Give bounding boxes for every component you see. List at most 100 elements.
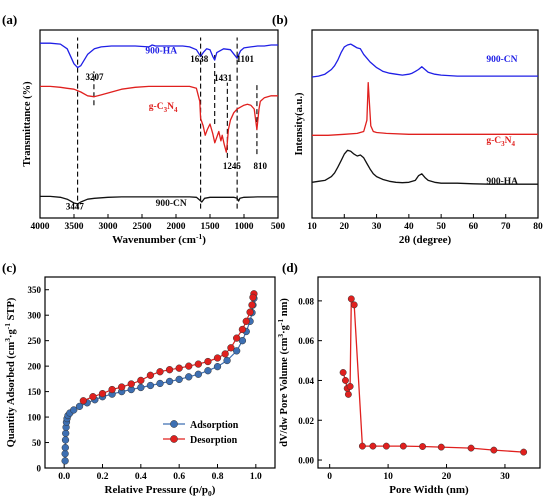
y-tick-label: 100	[28, 413, 42, 423]
x-axis-label-text: 2θ (degree)	[399, 234, 452, 246]
y-tick-label: 0.06	[298, 336, 314, 346]
data-point	[347, 295, 355, 303]
data-point	[233, 334, 241, 342]
series-line-900-cn	[40, 195, 278, 205]
x-axis-label-end: )	[212, 484, 216, 496]
data-point	[346, 382, 354, 390]
peak-annotation: 1431	[214, 73, 233, 83]
panel-label: (a)	[2, 12, 17, 27]
peak-annotation: 1638	[190, 54, 209, 64]
panel-c: (c) 0.0 0.2 0.4 0.6 0.8 1.0 0 50 100 150 200 250 300 3…	[2, 260, 276, 498]
x-tick-label: 500	[271, 222, 286, 232]
x-tick-label: 10	[383, 472, 393, 482]
y-axis-label-sup: -1	[3, 323, 12, 329]
y-tick-label: 200	[28, 362, 42, 372]
data-point	[213, 362, 222, 371]
data-point	[242, 317, 250, 325]
series-line-900-cn	[311, 43, 538, 78]
y-tick-label: 300	[28, 311, 42, 321]
panel-b: (b) 10 20 30 40 50 60 70 80 2θ (degree) Intensity(…	[272, 12, 543, 246]
data-point	[194, 370, 202, 378]
y-axis-label-sup: -1	[276, 319, 285, 325]
data-point	[342, 377, 349, 384]
series-label-sub: 4	[174, 106, 178, 114]
data-point	[165, 377, 174, 386]
series-label-sub: 3	[501, 140, 505, 148]
y-tick-label: 0	[37, 464, 42, 474]
series-label-text: g-C	[486, 136, 501, 146]
y-tick-label: 350	[28, 285, 42, 295]
data-point	[249, 293, 257, 302]
y-axis-label-sup: 3	[276, 334, 285, 338]
series-label-text: 900-CN	[486, 55, 517, 65]
series-label-text: 900-HA	[145, 47, 177, 57]
data-point	[185, 362, 193, 370]
series-label-text: g-C	[149, 102, 164, 112]
x-axis-label-end: )	[202, 234, 206, 246]
series-label-text: N	[505, 136, 512, 146]
series-label: 900-HA	[145, 47, 177, 57]
data-point	[118, 383, 126, 391]
peak-annotation: 3207	[86, 72, 105, 82]
data-point	[246, 308, 254, 316]
x-tick-label: 0.2	[97, 472, 109, 482]
x-tick-label: 3500	[65, 222, 84, 232]
y-axis-label: Transmittance (%)	[22, 81, 33, 167]
y-axis-label-text: Intensity(a.u.)	[294, 92, 305, 156]
x-axis-label-text: Pore Width (nm)	[389, 484, 469, 496]
y-axis-label-mid: ·g	[6, 329, 17, 339]
series-label-text: 900-HA	[486, 177, 518, 187]
y-tick-label: 150	[28, 387, 42, 397]
plot-frame	[44, 276, 276, 469]
plot-frame	[317, 276, 541, 469]
x-tick-label: 60	[469, 222, 479, 232]
y-axis-label-end: STP)	[6, 297, 17, 323]
x-tick-label: 20	[442, 472, 452, 482]
x-tick-label: 1000	[235, 222, 254, 232]
x-tick-label: 0.6	[173, 472, 185, 482]
data-point	[194, 360, 202, 368]
data-point	[419, 443, 427, 450]
data-point	[62, 429, 70, 438]
x-tick-label: 10	[307, 222, 317, 232]
data-point	[89, 393, 97, 401]
series-label: 900-HA	[486, 177, 518, 187]
x-axis-label-text: Wavenumber (cm	[112, 234, 196, 246]
panel-a: (a) 4000 3500 3000 2500 2000 1500 1000 500 Wavenu…	[2, 12, 285, 246]
data-point	[146, 381, 155, 390]
y-axis-label: Intensity(a.u.)	[294, 92, 305, 156]
panel-label: (c)	[2, 260, 16, 275]
x-tick-label: 40	[404, 222, 414, 232]
data-point	[248, 301, 256, 309]
series-label-text: 900-CN	[156, 199, 187, 209]
x-tick-label: 70	[501, 222, 511, 232]
series-line-psd	[342, 298, 524, 453]
data-point	[61, 443, 69, 452]
data-point	[350, 301, 358, 309]
x-axis-label-text: Relative Pressure (p/p	[105, 484, 208, 496]
data-point	[165, 366, 174, 374]
y-tick-label: 0.08	[298, 296, 314, 306]
y-axis-label-mid: ·g	[279, 324, 290, 334]
data-point	[204, 367, 212, 375]
data-point	[223, 356, 231, 365]
x-axis-label: Wavenumber (cm-1)	[112, 232, 206, 246]
series-label: 900-CN	[486, 55, 517, 65]
data-point	[146, 371, 155, 379]
panel-label: (d)	[282, 260, 298, 275]
y-axis-label: Quantity Adsorbed (cm3·g-1 STP)	[3, 297, 17, 447]
legend-label: Desorption	[190, 435, 238, 446]
x-tick-label: 80	[533, 222, 543, 232]
data-point	[175, 375, 183, 384]
x-tick-label: 0.8	[212, 472, 224, 482]
x-tick-label: 1500	[201, 222, 220, 232]
peak-annotation: 3447	[66, 202, 85, 212]
data-point	[339, 369, 347, 376]
data-point	[61, 457, 69, 465]
y-tick-label: 0.00	[298, 456, 314, 466]
y-axis-label-end: nm)	[279, 298, 290, 319]
series-line-g-c3n4	[40, 85, 278, 153]
data-point	[127, 380, 135, 388]
data-point	[75, 402, 84, 411]
